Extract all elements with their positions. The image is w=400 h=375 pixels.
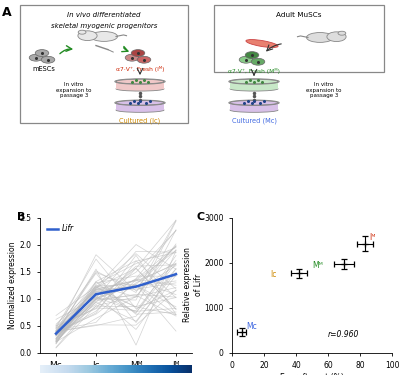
Text: In vivo differentiated: In vivo differentiated bbox=[67, 12, 141, 18]
Text: Cultured (Mᴄ): Cultured (Mᴄ) bbox=[232, 117, 276, 124]
Y-axis label: Relative expression
of Lifr: Relative expression of Lifr bbox=[183, 248, 203, 322]
Circle shape bbox=[29, 54, 43, 61]
Text: C: C bbox=[197, 212, 205, 222]
Text: Iᴄ: Iᴄ bbox=[270, 270, 277, 279]
X-axis label: Engraftment (%): Engraftment (%) bbox=[280, 373, 344, 375]
Circle shape bbox=[35, 50, 49, 57]
Ellipse shape bbox=[246, 40, 278, 48]
Polygon shape bbox=[116, 81, 164, 89]
Text: A: A bbox=[2, 6, 12, 19]
Text: B: B bbox=[17, 212, 26, 222]
Circle shape bbox=[131, 50, 145, 57]
Text: Mᴄ: Mᴄ bbox=[246, 322, 257, 331]
Ellipse shape bbox=[90, 32, 118, 41]
Circle shape bbox=[78, 31, 97, 40]
Ellipse shape bbox=[230, 100, 278, 105]
Polygon shape bbox=[116, 103, 164, 110]
Circle shape bbox=[251, 58, 265, 65]
Text: Adult MuSCs: Adult MuSCs bbox=[276, 12, 322, 18]
Text: Cultured (Iᴄ): Cultured (Iᴄ) bbox=[119, 117, 161, 124]
Legend: Lifr: Lifr bbox=[44, 221, 76, 236]
Ellipse shape bbox=[230, 79, 278, 84]
Circle shape bbox=[41, 56, 55, 63]
Text: α7·V⁺, Fresh (Iᴹ): α7·V⁺, Fresh (Iᴹ) bbox=[116, 66, 164, 72]
Ellipse shape bbox=[116, 87, 164, 91]
Text: Iᴹ: Iᴹ bbox=[370, 233, 376, 242]
FancyBboxPatch shape bbox=[214, 5, 384, 72]
Circle shape bbox=[338, 31, 346, 35]
Ellipse shape bbox=[306, 33, 334, 42]
Circle shape bbox=[327, 32, 346, 42]
Circle shape bbox=[78, 30, 86, 34]
Circle shape bbox=[245, 52, 259, 58]
Circle shape bbox=[239, 56, 253, 63]
Text: mESCs: mESCs bbox=[32, 66, 56, 72]
Text: skeletal myogenic progenitors: skeletal myogenic progenitors bbox=[51, 23, 157, 29]
Text: α7·V⁺, Fresh (Mᴹ): α7·V⁺, Fresh (Mᴹ) bbox=[228, 69, 280, 75]
Y-axis label: Normalized expression: Normalized expression bbox=[8, 241, 17, 329]
Text: Mᴹ: Mᴹ bbox=[312, 261, 323, 270]
Ellipse shape bbox=[230, 87, 278, 91]
FancyBboxPatch shape bbox=[20, 5, 188, 123]
Text: In vitro
expansion to
passage 3: In vitro expansion to passage 3 bbox=[56, 82, 92, 98]
Polygon shape bbox=[230, 103, 278, 110]
Text: r=0.960: r=0.960 bbox=[328, 330, 359, 339]
Ellipse shape bbox=[230, 108, 278, 112]
Ellipse shape bbox=[116, 100, 164, 105]
Circle shape bbox=[125, 54, 139, 61]
Polygon shape bbox=[230, 81, 278, 89]
Ellipse shape bbox=[116, 79, 164, 84]
Text: In vitro
expansion to
passage 3: In vitro expansion to passage 3 bbox=[306, 82, 342, 98]
Circle shape bbox=[137, 56, 151, 63]
Ellipse shape bbox=[116, 108, 164, 112]
